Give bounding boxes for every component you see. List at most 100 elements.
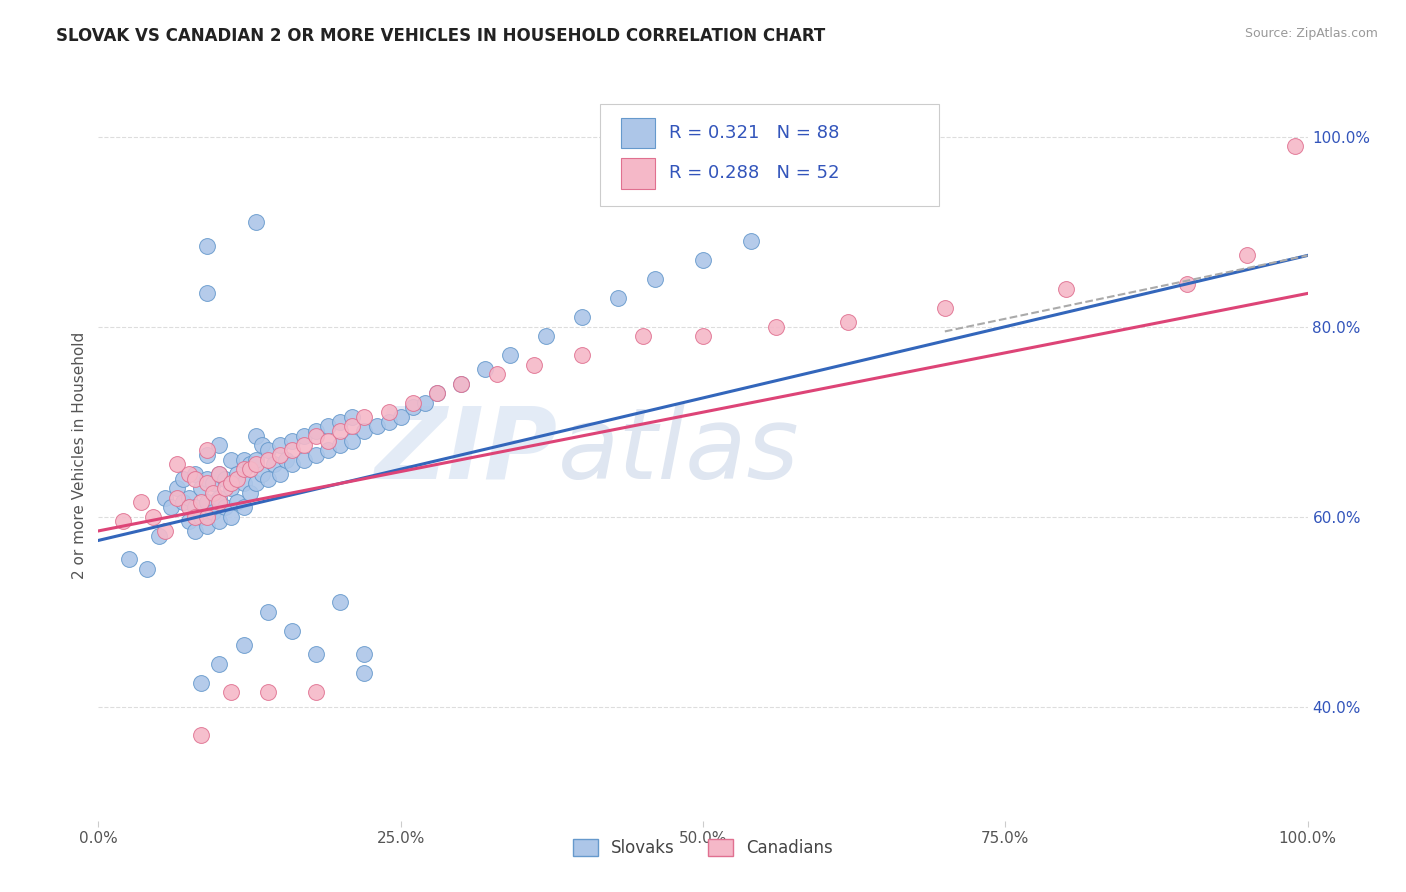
Point — [239, 458, 262, 472]
Point — [571, 348, 593, 362]
Point — [269, 448, 291, 462]
Point — [160, 500, 183, 515]
Point — [305, 648, 328, 662]
Text: SLOVAK VS CANADIAN 2 OR MORE VEHICLES IN HOUSEHOLD CORRELATION CHART: SLOVAK VS CANADIAN 2 OR MORE VEHICLES IN… — [56, 27, 825, 45]
Point — [195, 448, 218, 462]
Point — [316, 434, 339, 448]
Point — [135, 562, 157, 576]
Point — [208, 657, 231, 671]
Point — [426, 386, 449, 401]
Point — [118, 552, 141, 566]
Point — [305, 685, 328, 699]
Point — [292, 452, 315, 467]
Point — [195, 476, 218, 491]
Point — [214, 472, 236, 486]
Point — [195, 509, 218, 524]
Point — [281, 458, 304, 472]
Text: Source: ZipAtlas.com: Source: ZipAtlas.com — [1244, 27, 1378, 40]
Point — [631, 329, 654, 343]
Point — [329, 424, 352, 438]
Point — [232, 452, 254, 467]
Point — [305, 424, 328, 438]
Point — [179, 467, 201, 481]
Point — [256, 443, 278, 458]
Point — [184, 509, 207, 524]
Point — [450, 376, 472, 391]
Point — [316, 419, 339, 434]
Point — [1175, 277, 1198, 291]
Point — [245, 476, 267, 491]
Point — [221, 452, 243, 467]
Point — [111, 515, 134, 529]
Point — [153, 524, 176, 538]
Point — [190, 728, 212, 742]
Point — [214, 500, 236, 515]
Point — [329, 415, 352, 429]
Point — [221, 476, 243, 491]
Y-axis label: 2 or more Vehicles in Household: 2 or more Vehicles in Household — [72, 331, 87, 579]
Point — [208, 495, 231, 509]
Point — [571, 310, 593, 325]
Point — [1284, 139, 1306, 153]
Point — [190, 495, 212, 509]
Point — [366, 419, 388, 434]
Point — [208, 491, 231, 505]
Point — [256, 452, 278, 467]
Point — [226, 495, 249, 509]
Point — [195, 286, 218, 301]
Point — [329, 438, 352, 452]
Point — [281, 434, 304, 448]
Point — [329, 595, 352, 609]
Point — [934, 301, 956, 315]
Point — [184, 472, 207, 486]
Point — [269, 467, 291, 481]
Point — [377, 415, 399, 429]
Point — [256, 605, 278, 619]
Point — [179, 515, 201, 529]
Point — [523, 358, 546, 372]
Text: ZIP: ZIP — [375, 403, 558, 500]
Point — [692, 253, 714, 268]
Point — [214, 481, 236, 495]
Point — [179, 500, 201, 515]
Point — [245, 429, 267, 443]
Point — [342, 409, 364, 424]
Point — [389, 409, 412, 424]
Point — [245, 215, 267, 229]
Point — [195, 519, 218, 533]
Point — [195, 443, 218, 458]
Point — [353, 409, 375, 424]
Point — [232, 476, 254, 491]
Point — [292, 429, 315, 443]
Point — [190, 676, 212, 690]
Point — [232, 638, 254, 652]
Point — [250, 467, 273, 481]
Point — [342, 419, 364, 434]
Point — [1054, 282, 1077, 296]
Point — [190, 509, 212, 524]
Point — [740, 234, 762, 248]
Point — [226, 467, 249, 481]
Point — [402, 401, 425, 415]
Point — [269, 438, 291, 452]
Point — [153, 491, 176, 505]
Point — [208, 467, 231, 481]
Text: R = 0.288   N = 52: R = 0.288 N = 52 — [669, 164, 839, 182]
Point — [195, 495, 218, 509]
Point — [250, 438, 273, 452]
Point — [195, 239, 218, 253]
Point — [172, 495, 194, 509]
Point — [142, 509, 165, 524]
Point — [1236, 248, 1258, 262]
Point — [239, 462, 262, 476]
Point — [377, 405, 399, 419]
Point — [166, 458, 188, 472]
Point — [450, 376, 472, 391]
Point — [221, 481, 243, 495]
Point — [148, 529, 170, 543]
FancyBboxPatch shape — [600, 103, 939, 206]
Point — [692, 329, 714, 343]
Point — [232, 500, 254, 515]
Point — [486, 367, 509, 381]
Point — [413, 395, 436, 409]
